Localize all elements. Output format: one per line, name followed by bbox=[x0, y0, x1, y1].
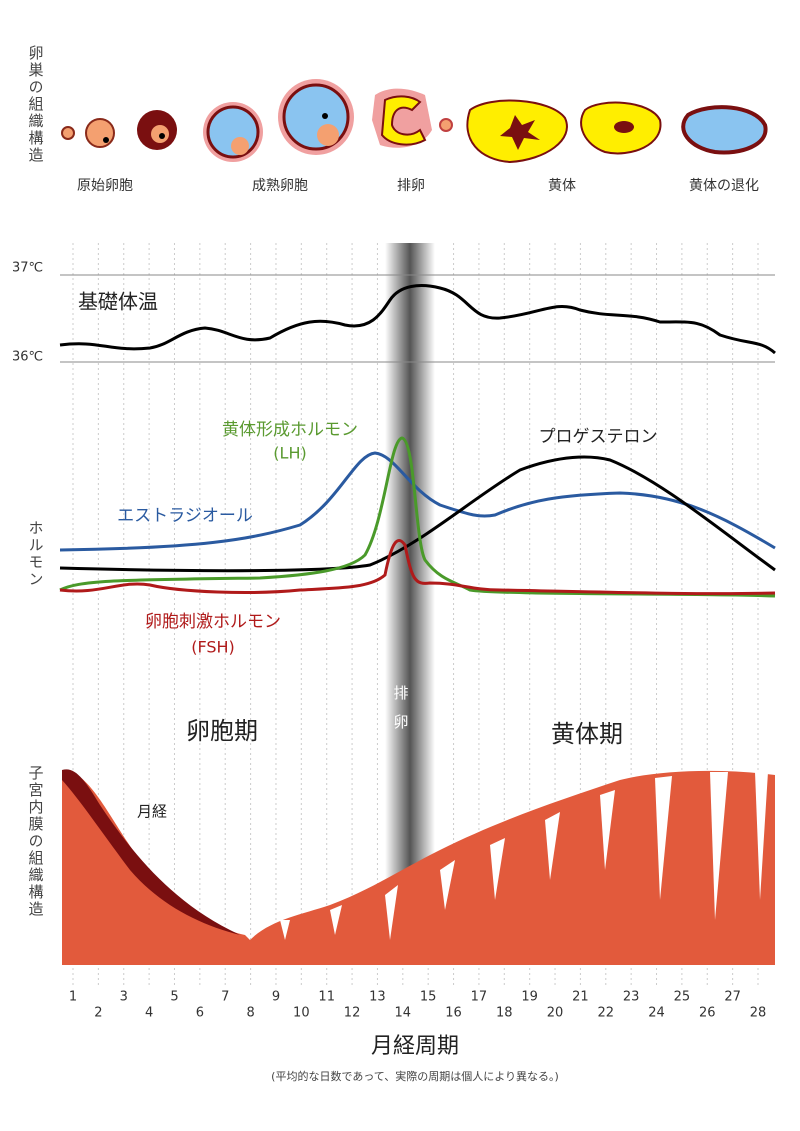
progesterone-label: プロゲステロン bbox=[539, 427, 658, 447]
estradiol-curve bbox=[59, 451, 776, 552]
day-label: 24 bbox=[648, 1006, 665, 1021]
lh-label: 黄体形成ホルモン bbox=[222, 420, 358, 440]
day-label: 15 bbox=[420, 990, 437, 1005]
day-label: 25 bbox=[674, 990, 691, 1005]
stage-label: 排卵 bbox=[397, 178, 425, 194]
endometrium bbox=[62, 770, 775, 965]
day-label: 28 bbox=[750, 1006, 767, 1021]
day-label: 7 bbox=[221, 990, 229, 1005]
lh-curve bbox=[59, 436, 776, 598]
day-labels: 1234567891011121314151617181920212223242… bbox=[69, 990, 766, 1021]
day-label: 14 bbox=[395, 1006, 412, 1021]
note: (平均的な日数であって、実際の周期は個人により異なる。) bbox=[271, 1069, 559, 1083]
ovulation-label: 排卵 bbox=[392, 685, 410, 743]
fsh-curve bbox=[59, 539, 776, 596]
day-label: 22 bbox=[598, 1006, 615, 1021]
phase-label: 黄体期 bbox=[551, 720, 623, 748]
stage-label: 原始卵胞 bbox=[77, 178, 133, 194]
day-label: 6 bbox=[196, 1006, 204, 1021]
day-label: 8 bbox=[246, 1006, 254, 1021]
progesterone-curve bbox=[59, 455, 776, 573]
day-label: 17 bbox=[471, 990, 488, 1005]
day-label: 3 bbox=[120, 990, 128, 1005]
fsh-label: 卵胞刺激ホルモン bbox=[145, 612, 281, 632]
day-label: 16 bbox=[445, 1006, 462, 1021]
stage-label: 黄体 bbox=[548, 177, 576, 194]
day-label: 21 bbox=[572, 990, 589, 1005]
day-label: 5 bbox=[170, 990, 178, 1005]
day-label: 13 bbox=[369, 990, 386, 1005]
lh-label: (LH) bbox=[273, 444, 306, 463]
day-grid bbox=[72, 243, 759, 985]
day-label: 2 bbox=[94, 1006, 102, 1021]
menstruation-label: 月経 bbox=[137, 803, 167, 821]
ovary-label: 卵巣の組織構造 bbox=[27, 45, 45, 164]
fsh-label: (FSH) bbox=[191, 638, 235, 657]
day-label: 19 bbox=[521, 990, 538, 1005]
x-label: 月経周期 bbox=[371, 1034, 459, 1059]
day-label: 12 bbox=[344, 1006, 361, 1021]
day-label: 10 bbox=[293, 1006, 310, 1021]
temp-label: 基礎体温 bbox=[78, 290, 158, 314]
day-label: 4 bbox=[145, 1006, 153, 1021]
day-label: 9 bbox=[272, 990, 280, 1005]
menstrual-rim bbox=[62, 769, 240, 935]
stage-label: 黄体の退化 bbox=[689, 177, 759, 194]
day-label: 1 bbox=[69, 990, 77, 1005]
phase-label: 卵胞期 bbox=[186, 717, 258, 745]
ovulation-band bbox=[385, 243, 435, 965]
endometrium-gaps bbox=[280, 772, 768, 940]
day-label: 11 bbox=[318, 990, 335, 1005]
day-label: 27 bbox=[724, 990, 741, 1005]
temp-tick: 36℃ bbox=[12, 350, 43, 365]
day-label: 26 bbox=[699, 1006, 716, 1021]
temp-curve bbox=[59, 284, 776, 355]
endometrium-label: 子宮内膜の組織構造 bbox=[27, 765, 45, 918]
day-label: 20 bbox=[547, 1006, 564, 1021]
day-label: 18 bbox=[496, 1006, 513, 1021]
estradiol-label: エストラジオール bbox=[117, 506, 253, 526]
day-label: 23 bbox=[623, 990, 640, 1005]
temp-tick: 37℃ bbox=[12, 261, 43, 276]
hormone-label: ホルモン bbox=[27, 520, 45, 588]
stage-label: 成熟卵胞 bbox=[252, 178, 308, 194]
ovary-icons bbox=[61, 79, 768, 164]
